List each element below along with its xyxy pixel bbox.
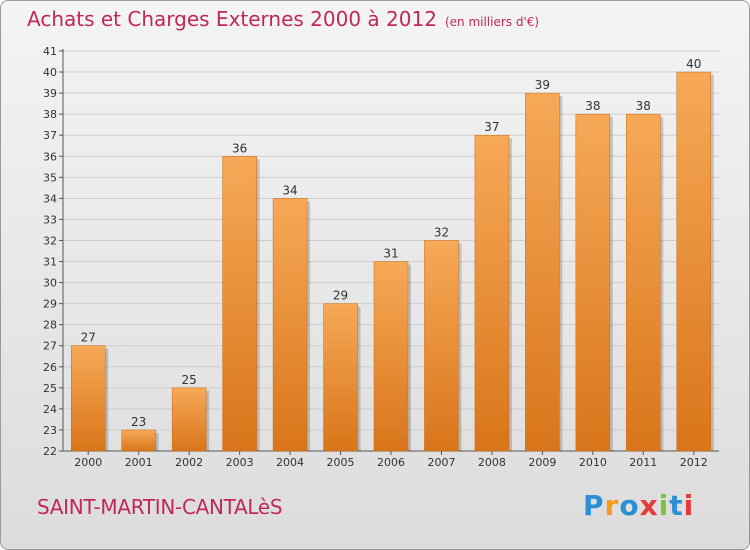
logo-letter: t: [669, 489, 684, 522]
x-tick-label: 2000: [74, 456, 102, 469]
data-labels: 27 23 25 36 34 29 31 32 37 39 38 38 40: [81, 57, 702, 429]
x-tick-label: 2005: [327, 456, 355, 469]
y-tick-label: 27: [43, 340, 57, 353]
bar: [424, 240, 459, 452]
chart-title-row: Achats et Charges Externes 2000 à 2012 (e…: [27, 7, 539, 31]
y-tick-label: 36: [43, 150, 57, 163]
y-tick-label: 24: [43, 403, 57, 416]
bar: [474, 134, 510, 452]
x-tick-label: 2007: [427, 456, 455, 469]
data-label: 38: [636, 99, 651, 113]
bar: [121, 429, 156, 452]
bars: [70, 71, 714, 452]
data-label: 25: [182, 373, 197, 387]
y-tick-label: 25: [43, 382, 57, 395]
bar: [525, 92, 560, 452]
y-tick-label: 38: [43, 108, 57, 121]
x-tick-label: 2008: [478, 456, 506, 469]
y-tick-label: 37: [43, 129, 57, 142]
proxiti-logo[interactable]: Proxiti: [583, 489, 694, 522]
y-tick-label: 28: [43, 319, 57, 332]
y-tick-label: 35: [43, 171, 57, 184]
data-label: 34: [282, 183, 297, 197]
bar: [70, 345, 106, 452]
bar: [373, 261, 409, 452]
logo-letter: x: [639, 489, 659, 522]
logo-letter: r: [604, 489, 620, 522]
data-label: 37: [484, 120, 499, 134]
bar: [626, 113, 661, 452]
data-label: 27: [81, 331, 96, 345]
x-tick-label: 2002: [175, 456, 203, 469]
data-label: 23: [131, 415, 146, 429]
y-tick-label: 31: [43, 256, 57, 269]
chart-title: Achats et Charges Externes 2000 à 2012: [27, 7, 437, 31]
x-tick-label: 2004: [276, 456, 304, 469]
y-tick-label: 41: [43, 45, 57, 58]
data-label: 32: [434, 225, 449, 239]
data-label: 31: [383, 247, 398, 261]
place-name: SAINT-MARTIN-CANTALèS: [37, 495, 283, 519]
y-tick-label: 33: [43, 213, 57, 226]
data-label: 38: [585, 99, 600, 113]
y-tick-label: 40: [43, 66, 57, 79]
bar: [272, 198, 308, 452]
bar: [575, 113, 611, 452]
y-tick-label: 22: [43, 445, 57, 458]
x-tick-label: 2009: [528, 456, 556, 469]
x-tick-label: 2010: [579, 456, 607, 469]
chart-subtitle: (en milliers d'€): [444, 15, 540, 29]
data-label: 40: [686, 57, 701, 71]
bar: [323, 303, 358, 452]
y-tick-label: 26: [43, 361, 57, 374]
y-tick-label: 30: [43, 277, 57, 290]
logo-letter: P: [583, 489, 605, 522]
x-tick-label: 2001: [125, 456, 153, 469]
data-label: 36: [232, 141, 247, 155]
bar: [676, 71, 712, 452]
data-label: 39: [535, 78, 550, 92]
bar: [222, 156, 257, 452]
y-tick-label: 23: [43, 424, 57, 437]
y-tick-label: 32: [43, 234, 57, 247]
y-tick-label: 29: [43, 298, 57, 311]
x-tick-label: 2012: [680, 456, 708, 469]
logo-letter: i: [658, 489, 670, 522]
data-label: 29: [333, 289, 348, 303]
x-tick-label: 2006: [377, 456, 405, 469]
x-tick-label: 2003: [226, 456, 254, 469]
y-tick-label: 34: [43, 192, 57, 205]
x-tick-label: 2011: [629, 456, 657, 469]
logo-letter: i: [683, 489, 695, 522]
bar: [171, 387, 207, 452]
y-tick-label: 39: [43, 87, 57, 100]
logo-letter: o: [619, 489, 640, 522]
